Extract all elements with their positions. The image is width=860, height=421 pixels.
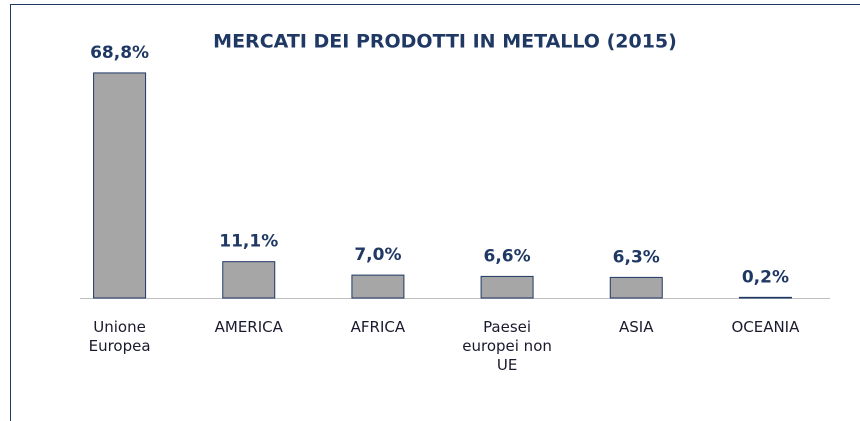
bar	[738, 296, 792, 299]
bar	[609, 276, 663, 299]
chart-title: MERCATI DEI PRODOTTI IN METALLO (2015)	[213, 31, 677, 53]
chart-frame	[10, 4, 860, 421]
x-tick-label: Unione Europea	[88, 318, 151, 355]
value-label: 7,0%	[354, 245, 401, 265]
bar	[351, 274, 405, 299]
value-label: 11,1%	[219, 232, 278, 252]
bar	[222, 261, 276, 299]
value-label: 6,6%	[484, 246, 531, 266]
bar	[93, 72, 147, 299]
x-tick-label: AMERICA	[214, 318, 283, 336]
x-tick-label: Paesei europei non UE	[462, 318, 552, 374]
x-tick-label: AFRICA	[350, 318, 406, 336]
x-tick-label: OCEANIA	[731, 318, 800, 336]
value-label: 0,2%	[742, 267, 789, 287]
value-label: 68,8%	[90, 43, 149, 63]
bar	[480, 275, 534, 299]
value-label: 6,3%	[613, 247, 660, 267]
x-tick-label: ASIA	[619, 318, 654, 336]
